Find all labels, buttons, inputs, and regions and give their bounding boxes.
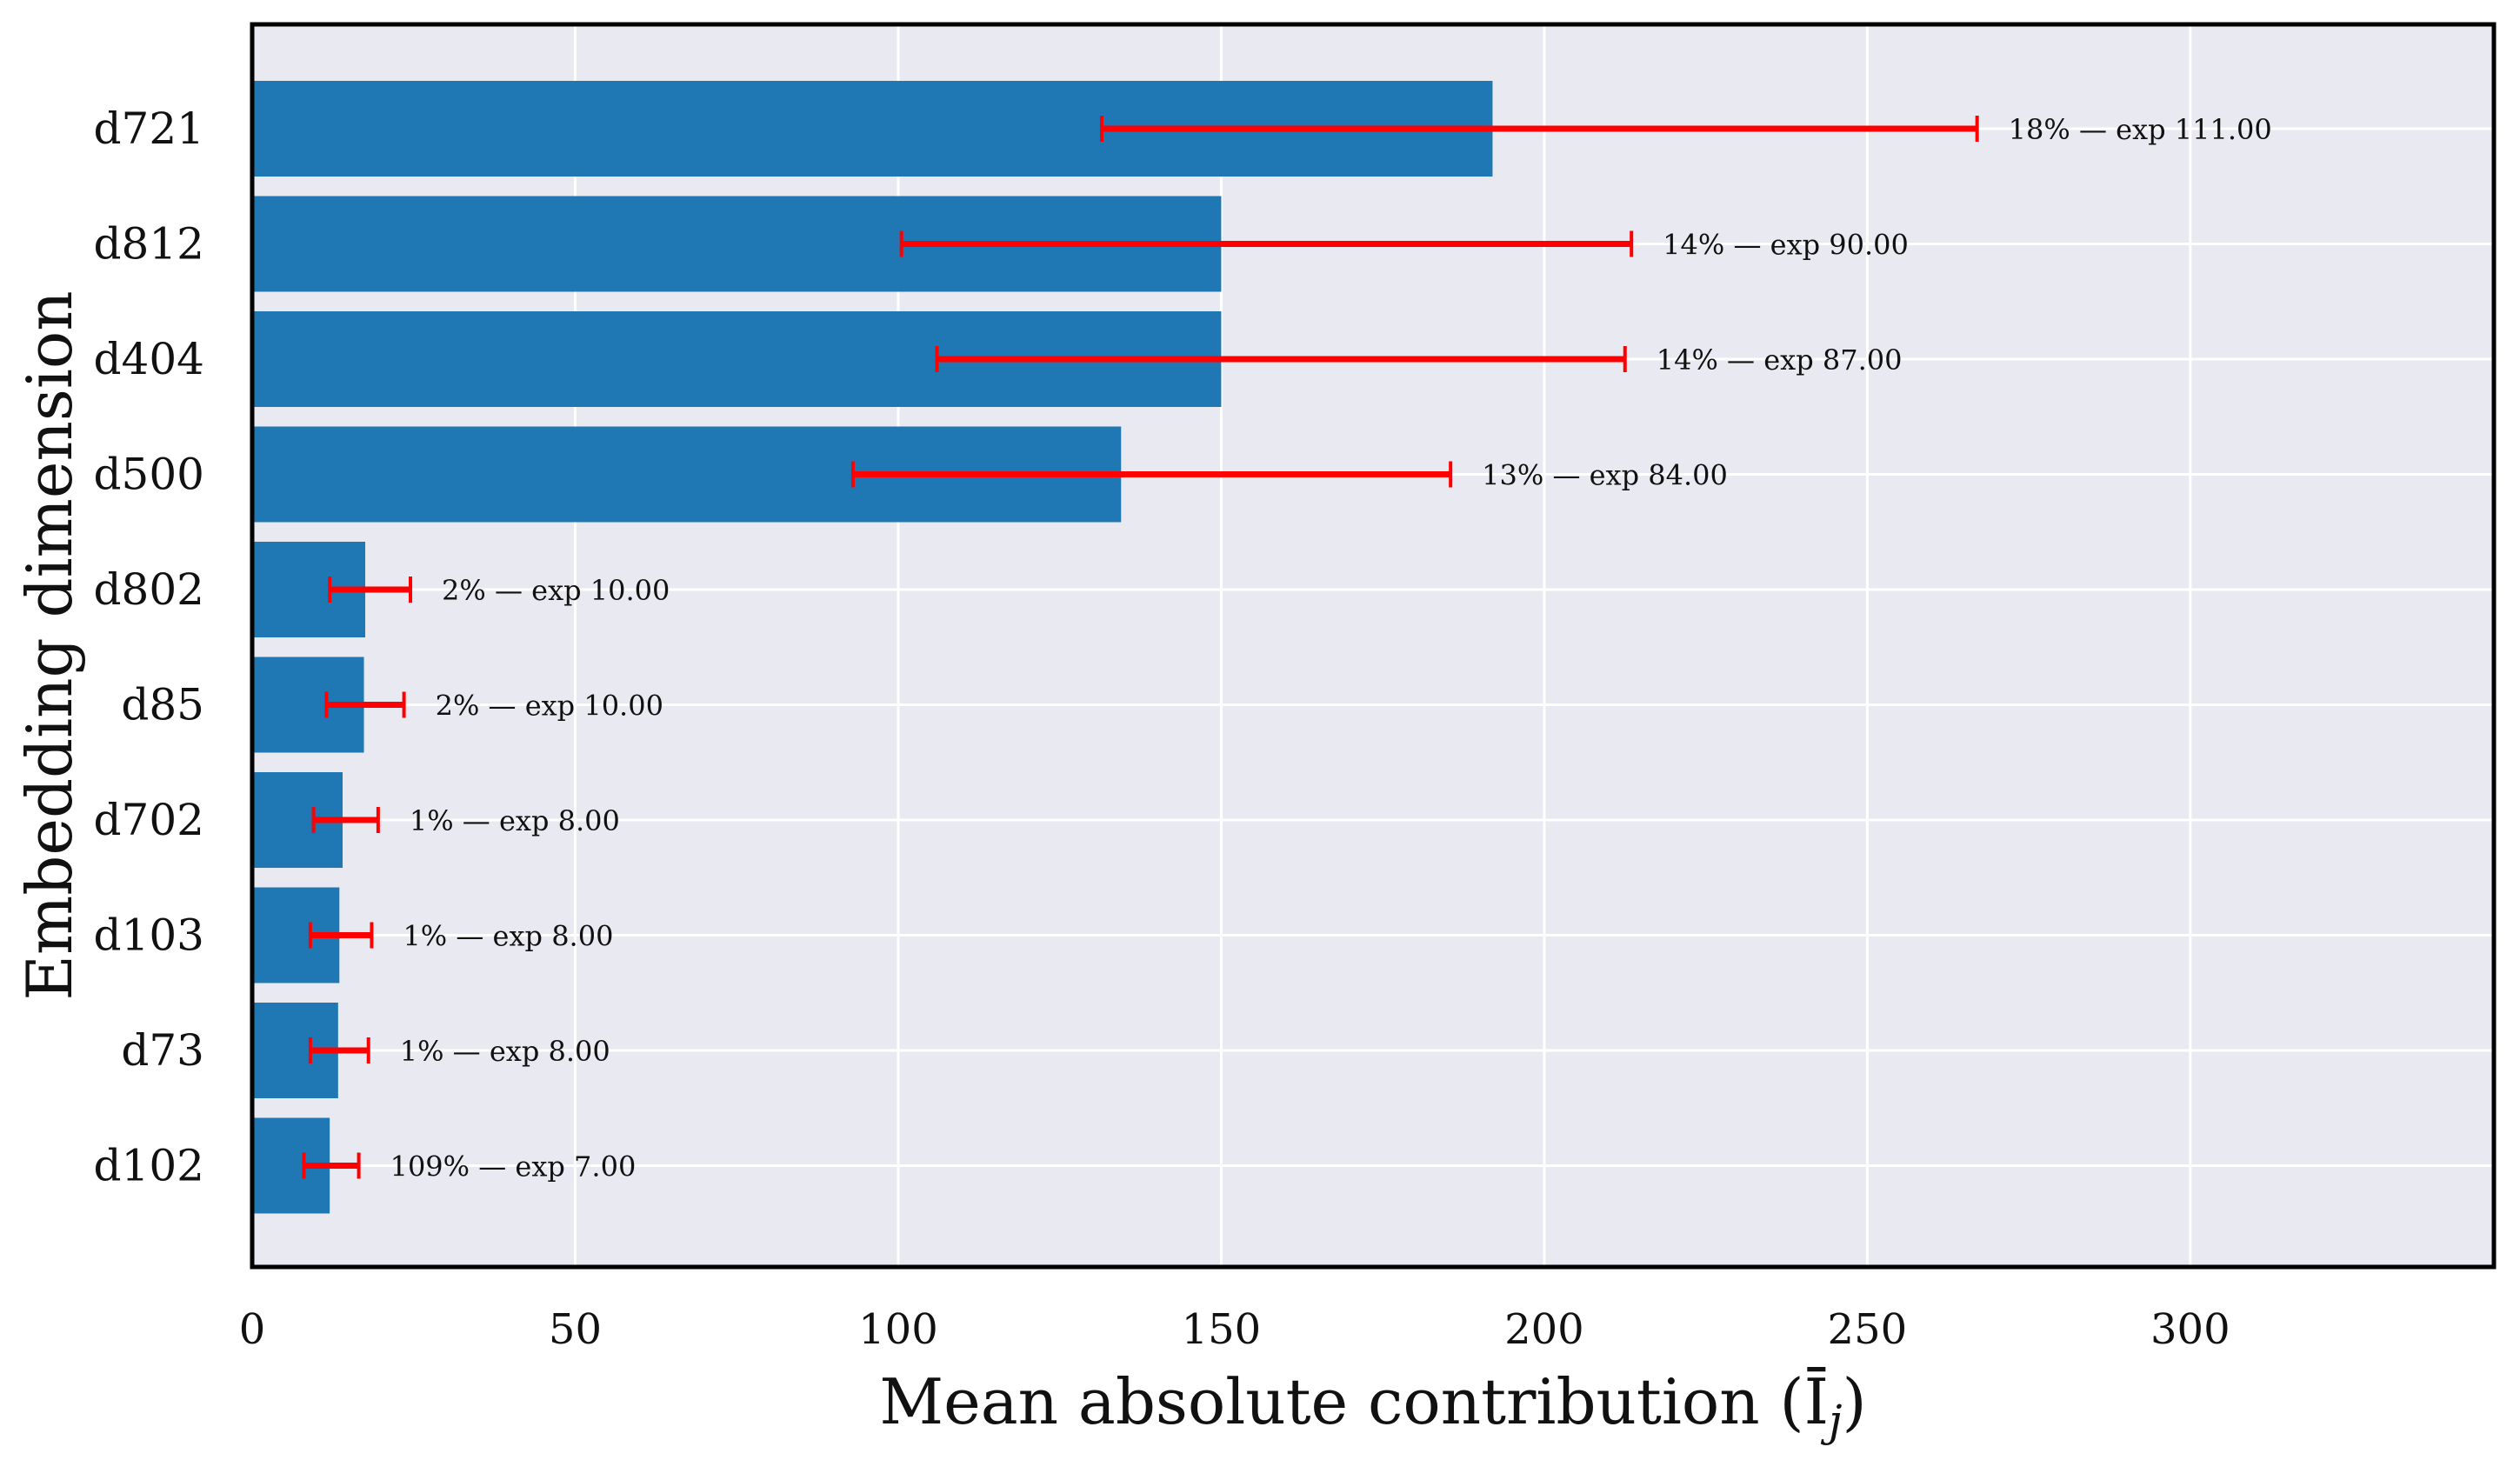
x-tick-label: 300: [2150, 1305, 2230, 1354]
y-tick-label: d802: [94, 564, 204, 615]
error-bar-d812: [899, 230, 1634, 257]
error-annotation-d812: 14% — exp 90.00: [1663, 229, 1909, 262]
error-annotation-d73: 1% — exp 8.00: [400, 1035, 610, 1068]
y-tick-label: d702: [94, 795, 204, 845]
x-tick-label: 150: [1182, 1305, 1262, 1354]
error-annotation-d103: 1% — exp 8.00: [403, 920, 613, 953]
error-annotation-d102: 109% — exp 7.00: [390, 1150, 637, 1183]
y-axis-ticks: d721 d812 d404 d500 d802 d85 d702 d103 d73 d102: [94, 103, 204, 1191]
error-bar-d721: [1099, 116, 1979, 142]
error-bar-d702: [311, 807, 380, 833]
y-tick-label: d103: [94, 910, 204, 961]
error-bar-d73: [308, 1037, 370, 1063]
x-tick-label: 200: [1504, 1305, 1584, 1354]
x-tick-label: 100: [858, 1305, 938, 1354]
error-bar-d802: [328, 577, 413, 603]
error-bar-d102: [302, 1152, 361, 1179]
y-tick-label: d812: [94, 219, 204, 270]
y-tick-label: d85: [121, 680, 204, 730]
error-annotations: 18% — exp 111.00 14% — exp 90.00 14% — exp…: [390, 113, 2272, 1183]
error-annotation-d702: 1% — exp 8.00: [410, 804, 620, 837]
x-tick-label: 0: [239, 1305, 266, 1354]
y-tick-label: d404: [94, 334, 204, 384]
x-tick-label: 50: [549, 1305, 602, 1354]
x-axis-ticks: 0 50 100 150 200 250 300: [239, 1305, 2230, 1354]
y-axis-title: Embedding dimension: [13, 290, 86, 1000]
y-tick-label: d102: [94, 1141, 204, 1191]
error-annotation-d85: 2% — exp 10.00: [436, 690, 663, 723]
error-bar-d103: [308, 922, 374, 949]
error-bar-d500: [850, 461, 1453, 488]
error-annotation-d802: 2% — exp 10.00: [442, 574, 670, 607]
error-bar-d85: [324, 691, 406, 718]
plot-frame: [250, 22, 2497, 1270]
bars: [252, 81, 1493, 1214]
error-annotation-d404: 14% — exp 87.00: [1657, 343, 1903, 377]
y-tick-label: d73: [121, 1025, 204, 1076]
x-tick-label: 250: [1828, 1305, 1908, 1354]
y-tick-label: d500: [94, 450, 204, 500]
error-bar-d404: [935, 346, 1627, 372]
y-tick-label: d721: [94, 103, 204, 154]
error-bars: [302, 116, 1979, 1179]
x-axis-title: Mean absolute contribution (Īj): [879, 1365, 1866, 1446]
error-annotation-d500: 13% — exp 84.00: [1482, 459, 1728, 492]
error-annotation-d721: 18% — exp 111.00: [2009, 113, 2272, 146]
